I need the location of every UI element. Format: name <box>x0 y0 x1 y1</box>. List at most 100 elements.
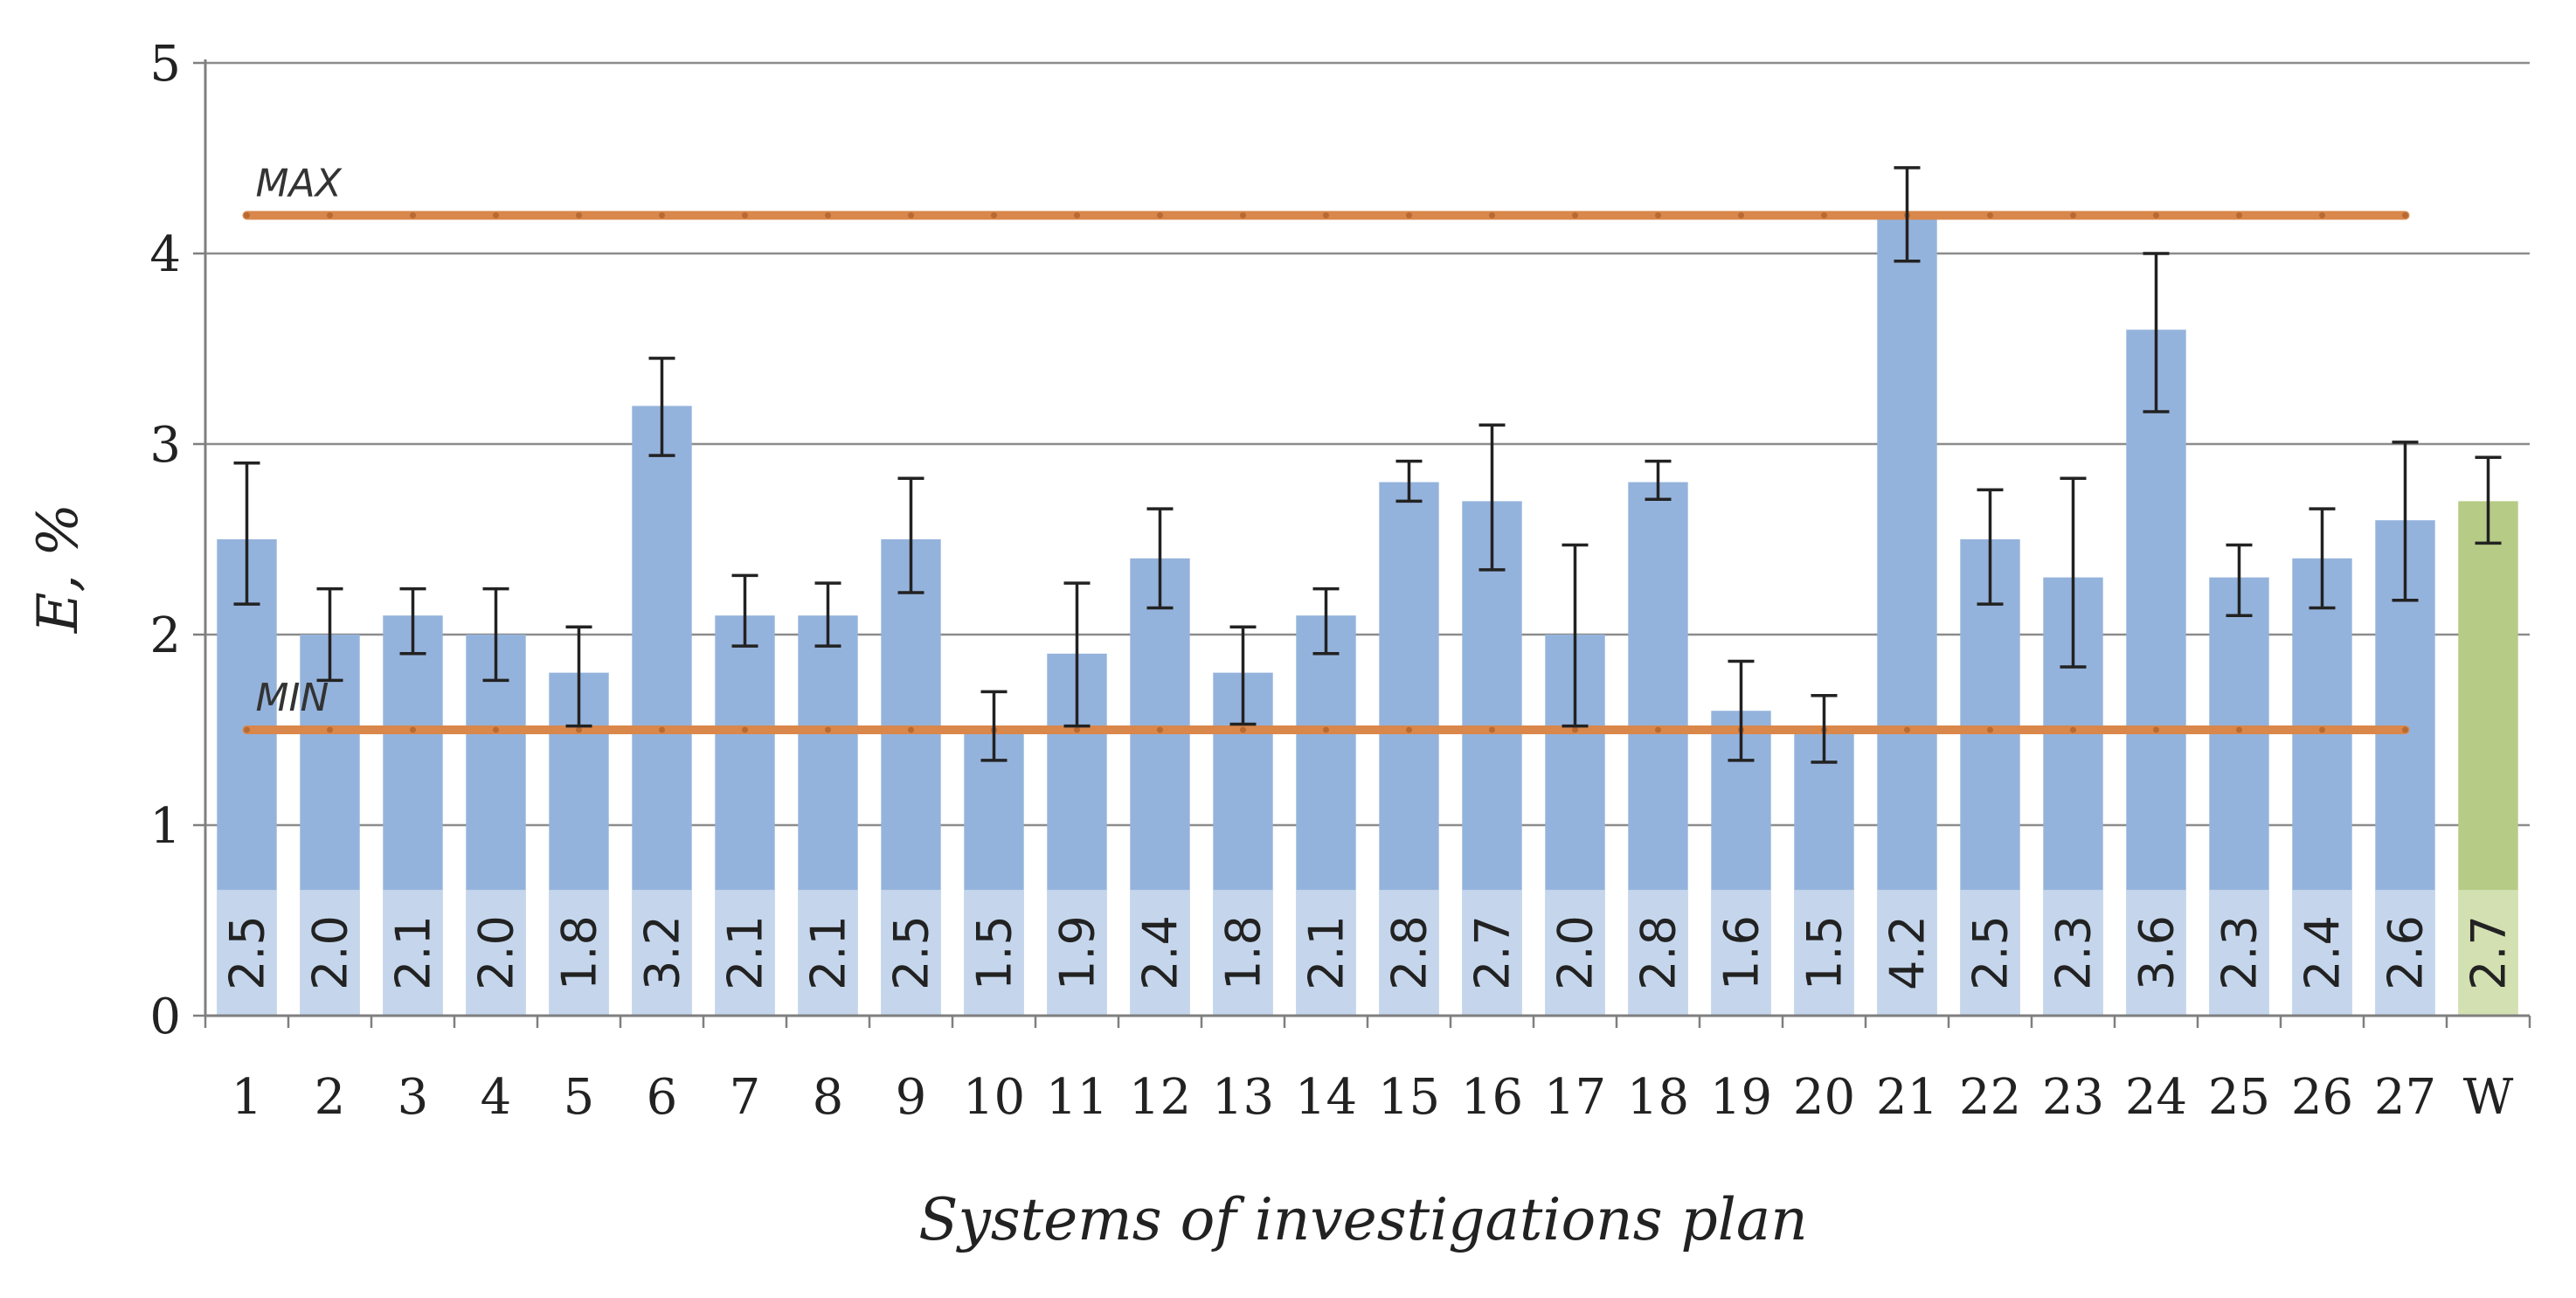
data-label: 3.6 <box>2129 915 2185 990</box>
y-tick-label: 0 <box>149 989 181 1045</box>
data-label: 1.5 <box>1797 915 1852 990</box>
data-label: 2.6 <box>2379 915 2434 990</box>
data-label-box <box>1296 890 1356 1016</box>
error-bar <box>814 581 841 648</box>
error-bar <box>1562 543 1589 728</box>
x-tick-label: 25 <box>2208 1069 2270 1126</box>
x-tick-label: 23 <box>2042 1069 2104 1126</box>
data-label: 2.7 <box>1465 915 1520 990</box>
data-label: 2.0 <box>1548 915 1603 990</box>
data-label-box <box>217 890 277 1016</box>
x-tick-label: 21 <box>1876 1069 1938 1126</box>
x-tick-label: W <box>2463 1069 2514 1126</box>
data-label: 1.6 <box>1714 915 1769 990</box>
data-label-box <box>632 890 692 1016</box>
x-tick-label: 20 <box>1793 1069 1855 1126</box>
reference-marker <box>1987 212 1993 219</box>
x-tick-label: 27 <box>2374 1069 2436 1126</box>
data-label-box <box>1877 890 1937 1016</box>
error-bar <box>2475 455 2502 545</box>
reference-marker <box>2402 212 2408 219</box>
error-bar <box>1229 625 1257 726</box>
data-label: 2.7 <box>2462 915 2517 990</box>
data-label-box <box>549 890 609 1016</box>
data-label: 2.1 <box>386 915 441 990</box>
reference-marker <box>1323 726 1329 733</box>
data-label-box <box>466 890 526 1016</box>
x-tick-label: 10 <box>963 1069 1025 1126</box>
reference-marker <box>1489 212 1495 219</box>
x-tick-label: 26 <box>2291 1069 2353 1126</box>
reference-marker <box>659 212 665 219</box>
reference-marker <box>1323 212 1329 219</box>
reference-marker <box>1157 726 1163 733</box>
data-label: 2.3 <box>2212 915 2268 990</box>
data-label-box <box>798 890 858 1016</box>
error-bar <box>482 587 509 683</box>
data-label-box <box>1545 890 1605 1016</box>
reference-marker <box>908 212 914 219</box>
reference-marker <box>1157 212 1163 219</box>
error-bar <box>1312 587 1340 656</box>
error-bar <box>648 357 675 457</box>
reference-marker <box>244 726 250 733</box>
y-tick-label: 3 <box>149 417 181 474</box>
data-label-box <box>1628 890 1688 1016</box>
data-label-box <box>2209 890 2269 1016</box>
y-tick-label: 4 <box>149 226 181 283</box>
reference-marker <box>1406 726 1412 733</box>
reference-marker <box>1074 726 1080 733</box>
data-label: 1.8 <box>1216 915 1271 990</box>
error-bar <box>2143 252 2170 413</box>
bars: 2.5 2.0 2.1 2.0 1.8 3.2 2.1 2.1 2.5 1.5 1.9 2.4 1.8 2… <box>217 215 2518 1016</box>
x-tick-label: 9 <box>896 1069 927 1126</box>
reference-marker <box>2070 212 2076 219</box>
y-axis-label: E, % <box>26 503 91 634</box>
x-axis-label: Systems of investigations plan <box>918 1186 1808 1253</box>
reference-line-max: MAX <box>242 161 2410 220</box>
error-bar <box>1063 581 1091 728</box>
x-tick-label: 2 <box>315 1069 346 1126</box>
reference-marker <box>2070 726 2076 733</box>
reference-marker <box>659 726 665 733</box>
reference-marker <box>410 212 416 219</box>
x-tick-label: 7 <box>730 1069 761 1126</box>
x-tick-label: 24 <box>2125 1069 2187 1126</box>
data-label-box <box>1213 890 1273 1016</box>
reference-marker <box>742 212 748 219</box>
x-tick-label: 4 <box>481 1069 512 1126</box>
reference-marker <box>244 212 250 219</box>
x-tick-label: 8 <box>813 1069 844 1126</box>
data-label: 4.2 <box>1880 915 1935 990</box>
reference-marker <box>493 212 499 219</box>
labels: E, % Systems of investigations plan <box>26 503 1808 1253</box>
error-bar <box>2060 476 2087 669</box>
reference-marker <box>2319 726 2325 733</box>
reference-marker <box>991 212 997 219</box>
reference-marker <box>1987 726 1993 733</box>
x-tick-label: 17 <box>1544 1069 1606 1126</box>
error-bar <box>2392 441 2419 602</box>
reference-marker <box>1406 212 1412 219</box>
data-label-box <box>2375 890 2435 1016</box>
error-bar <box>731 573 758 648</box>
data-label: 2.1 <box>718 915 773 990</box>
reference-marker <box>2236 726 2242 733</box>
reference-line-label: MIN <box>256 676 329 720</box>
reference-marker <box>410 726 416 733</box>
reference-marker <box>327 726 333 733</box>
error-bar <box>1728 659 1755 762</box>
reference-marker <box>327 212 333 219</box>
x-tick-label: 13 <box>1212 1069 1274 1126</box>
reference-marker <box>908 726 914 733</box>
reference-marker <box>825 212 831 219</box>
x-tick-label: 3 <box>398 1069 429 1126</box>
x-tick-label: 5 <box>564 1069 595 1126</box>
x-tick-label: 1 <box>232 1069 263 1126</box>
error-bars <box>233 166 2502 764</box>
reference-marker <box>825 726 831 733</box>
error-bar <box>2226 543 2253 617</box>
bar <box>1877 215 1937 1016</box>
